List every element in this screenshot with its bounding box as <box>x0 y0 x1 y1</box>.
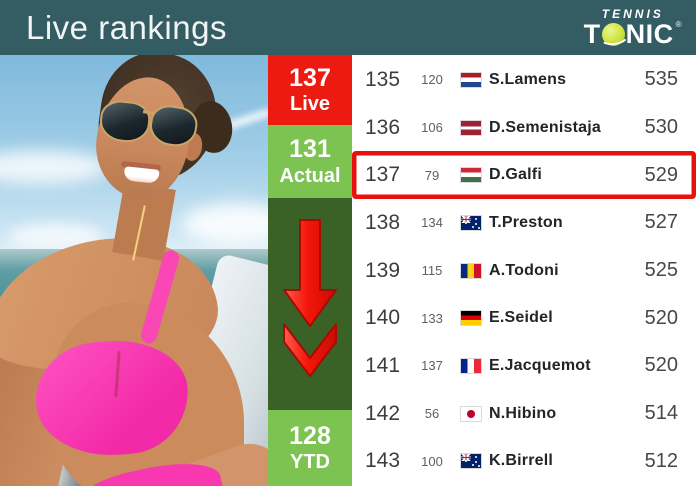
ytd-rank-label: YTD <box>290 451 330 474</box>
rank-down-arrow-icon <box>283 219 337 377</box>
rank-cell: 141 <box>365 353 401 377</box>
prev-rank-cell: 56 <box>424 406 440 422</box>
content-area: 137 Live 131 Actual <box>0 55 696 486</box>
points-cell: 520 <box>644 354 678 377</box>
table-row: 141 137 E.Jacquemot 520 <box>352 342 696 390</box>
points-cell: 514 <box>644 402 678 425</box>
actual-rank-label: Actual <box>279 164 341 187</box>
rank-cell: 142 <box>365 401 401 425</box>
points-cell: 525 <box>644 259 678 282</box>
points-cell: 535 <box>644 68 678 91</box>
points-cell: 529 <box>644 163 678 186</box>
rank-summary-panel: 137 Live 131 Actual <box>268 55 352 486</box>
tennis-ball-icon <box>601 22 625 46</box>
prev-rank-cell: 106 <box>421 120 443 135</box>
country-flag-icon <box>461 72 481 87</box>
table-row: 142 56 N.Hibino 514 <box>352 390 696 438</box>
table-row: 139 115 A.Todoni 525 <box>352 247 696 295</box>
live-rank-label: Live <box>289 93 331 116</box>
prev-rank-cell: 137 <box>421 358 443 374</box>
registered-mark: ® <box>675 19 682 29</box>
rank-cell: 136 <box>365 115 401 139</box>
header: Live rankings TENNIS T NIC ® <box>0 0 696 55</box>
table-row: 137 79 D.Galfi 529 <box>352 151 696 199</box>
logo-word-tennis: TENNIS <box>601 6 664 21</box>
table-row: 136 106 D.Semenistaja 530 <box>352 104 696 152</box>
prev-rank-cell: 115 <box>421 263 443 279</box>
player-name: A.Todoni <box>489 261 559 279</box>
player-name: E.Jacquemot <box>489 356 591 374</box>
points-cell: 512 <box>644 449 678 472</box>
player-name: N.Hibino <box>489 404 557 422</box>
table-row: 138 134 T.Preston 527 <box>352 199 696 247</box>
ytd-rank-box: 128 YTD <box>268 410 352 486</box>
prev-rank-cell: 134 <box>421 215 443 231</box>
rank-cell: 139 <box>365 258 401 282</box>
logo-word-tonic: T NIC ® <box>583 18 682 49</box>
points-cell: 527 <box>644 211 678 234</box>
country-flag-icon <box>461 168 481 183</box>
rank-cell: 138 <box>365 210 401 234</box>
country-flag-icon <box>461 311 481 326</box>
player-name: S.Lamens <box>489 70 567 88</box>
country-flag-icon <box>461 406 481 421</box>
country-flag-icon <box>461 215 481 230</box>
prev-rank-cell: 133 <box>421 310 443 326</box>
prev-rank-cell: 100 <box>421 453 443 469</box>
points-cell: 530 <box>644 116 678 138</box>
table-row: 143 100 K.Birrell 512 <box>352 437 696 485</box>
player-name: D.Galfi <box>489 166 542 184</box>
player-photo <box>0 55 268 486</box>
points-cell: 520 <box>644 306 678 329</box>
player-name: K.Birrell <box>489 452 554 470</box>
rank-cell: 140 <box>365 306 401 330</box>
rank-cell: 143 <box>365 449 401 473</box>
actual-rank-box: 131 Actual <box>268 125 352 198</box>
prev-rank-cell: 79 <box>424 167 440 183</box>
country-flag-icon <box>461 358 481 373</box>
prev-rank-cell: 120 <box>421 72 443 88</box>
country-flag-icon <box>461 263 481 278</box>
table-row: 140 133 E.Seidel 520 <box>352 294 696 342</box>
player-name: D.Semenistaja <box>489 118 601 136</box>
live-rank-box: 137 Live <box>268 55 352 125</box>
country-flag-icon <box>461 454 481 469</box>
live-rank-value: 137 <box>289 63 331 92</box>
rank-cell: 137 <box>365 163 401 187</box>
photo-cloud <box>0 150 110 184</box>
country-flag-icon <box>461 120 481 135</box>
player-name: E.Seidel <box>489 309 553 327</box>
trend-area <box>268 198 352 410</box>
photo-cloud <box>182 203 268 245</box>
rankings-table: 135 120 S.Lamens 535 136 106 D.Semenista… <box>352 55 696 486</box>
actual-rank-value: 131 <box>289 135 331 164</box>
page-title: Live rankings <box>26 8 227 46</box>
player-name: T.Preston <box>489 213 563 231</box>
logo-letters-nic: NIC <box>625 18 674 49</box>
rank-cell: 135 <box>365 67 401 91</box>
table-row: 135 120 S.Lamens 535 <box>352 56 696 104</box>
logo-letter-t: T <box>583 18 601 49</box>
ytd-rank-value: 128 <box>289 421 331 450</box>
tennis-tonic-logo: TENNIS T NIC ® <box>584 8 682 48</box>
